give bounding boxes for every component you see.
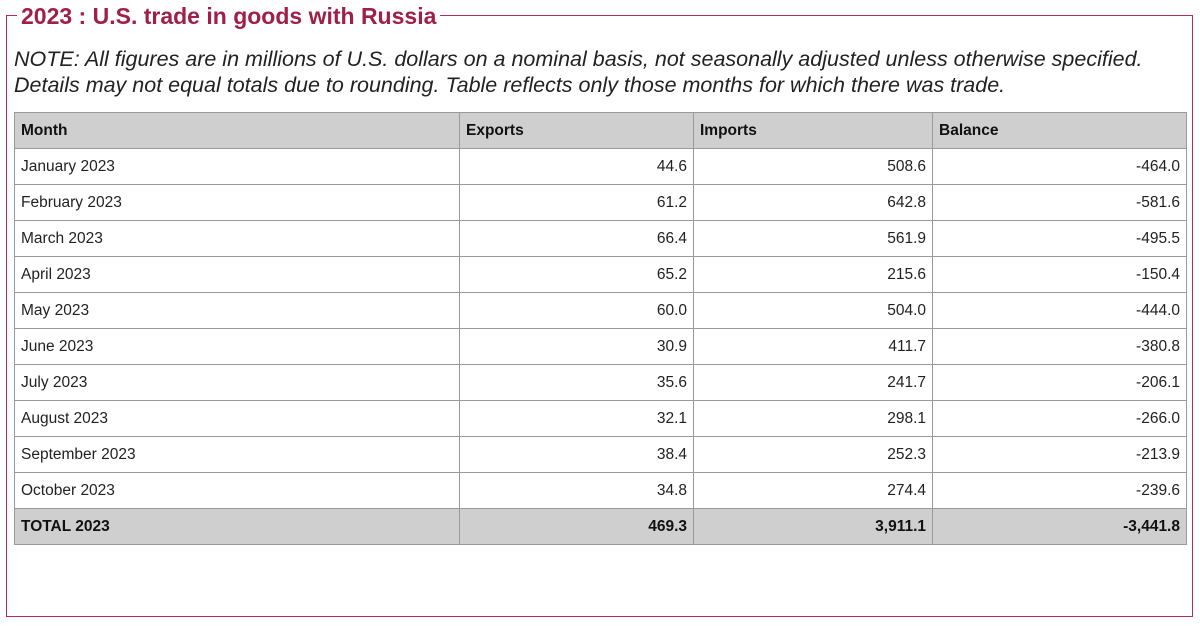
table-row: June 2023 30.9 411.7 -380.8 xyxy=(14,328,1187,365)
total-exports: 469.3 xyxy=(459,508,694,545)
table-row: March 2023 66.4 561.9 -495.5 xyxy=(14,220,1187,257)
imports-cell: 298.1 xyxy=(693,400,933,437)
imports-cell: 252.3 xyxy=(693,436,933,473)
total-imports: 3,911.1 xyxy=(693,508,933,545)
balance-cell: -266.0 xyxy=(932,400,1187,437)
page-title: 2023 : U.S. trade in goods with Russia xyxy=(17,1,441,31)
month-cell: October 2023 xyxy=(14,472,460,509)
month-cell: March 2023 xyxy=(14,220,460,257)
imports-cell: 504.0 xyxy=(693,292,933,329)
balance-cell: -206.1 xyxy=(932,364,1187,401)
balance-cell: -213.9 xyxy=(932,436,1187,473)
balance-cell: -444.0 xyxy=(932,292,1187,329)
column-header-imports: Imports xyxy=(693,112,933,149)
total-label: TOTAL 2023 xyxy=(14,508,460,545)
imports-cell: 215.6 xyxy=(693,256,933,293)
exports-cell: 44.6 xyxy=(459,148,694,185)
month-cell: July 2023 xyxy=(14,364,460,401)
month-cell: May 2023 xyxy=(14,292,460,329)
exports-cell: 35.6 xyxy=(459,364,694,401)
imports-cell: 411.7 xyxy=(693,328,933,365)
total-row: TOTAL 2023 469.3 3,911.1 -3,441.8 xyxy=(14,508,1187,545)
imports-cell: 561.9 xyxy=(693,220,933,257)
month-cell: April 2023 xyxy=(14,256,460,293)
column-header-month: Month xyxy=(14,112,460,149)
balance-cell: -239.6 xyxy=(932,472,1187,509)
month-cell: September 2023 xyxy=(14,436,460,473)
table-header-row: Month Exports Imports Balance xyxy=(14,112,1187,149)
month-cell: August 2023 xyxy=(14,400,460,437)
exports-cell: 38.4 xyxy=(459,436,694,473)
balance-cell: -150.4 xyxy=(932,256,1187,293)
table-row: February 2023 61.2 642.8 -581.6 xyxy=(14,184,1187,221)
month-cell: February 2023 xyxy=(14,184,460,221)
column-header-balance: Balance xyxy=(932,112,1187,149)
note-text: NOTE: All figures are in millions of U.S… xyxy=(14,47,1143,97)
table-row: September 2023 38.4 252.3 -213.9 xyxy=(14,436,1187,473)
exports-cell: 66.4 xyxy=(459,220,694,257)
table-row: May 2023 60.0 504.0 -444.0 xyxy=(14,292,1187,329)
balance-cell: -581.6 xyxy=(932,184,1187,221)
exports-cell: 30.9 xyxy=(459,328,694,365)
trade-table: Month Exports Imports Balance January 20… xyxy=(14,112,1187,545)
trade-fieldset xyxy=(6,15,1193,617)
exports-cell: 60.0 xyxy=(459,292,694,329)
table-row: April 2023 65.2 215.6 -150.4 xyxy=(14,256,1187,293)
total-balance: -3,441.8 xyxy=(932,508,1187,545)
balance-cell: -464.0 xyxy=(932,148,1187,185)
month-cell: January 2023 xyxy=(14,148,460,185)
table-row: July 2023 35.6 241.7 -206.1 xyxy=(14,364,1187,401)
balance-cell: -495.5 xyxy=(932,220,1187,257)
month-cell: June 2023 xyxy=(14,328,460,365)
table-row: August 2023 32.1 298.1 -266.0 xyxy=(14,400,1187,437)
exports-cell: 65.2 xyxy=(459,256,694,293)
exports-cell: 61.2 xyxy=(459,184,694,221)
table-row: October 2023 34.8 274.4 -239.6 xyxy=(14,472,1187,509)
imports-cell: 241.7 xyxy=(693,364,933,401)
imports-cell: 274.4 xyxy=(693,472,933,509)
column-header-exports: Exports xyxy=(459,112,694,149)
exports-cell: 32.1 xyxy=(459,400,694,437)
balance-cell: -380.8 xyxy=(932,328,1187,365)
table-row: January 2023 44.6 508.6 -464.0 xyxy=(14,148,1187,185)
exports-cell: 34.8 xyxy=(459,472,694,509)
imports-cell: 642.8 xyxy=(693,184,933,221)
imports-cell: 508.6 xyxy=(693,148,933,185)
